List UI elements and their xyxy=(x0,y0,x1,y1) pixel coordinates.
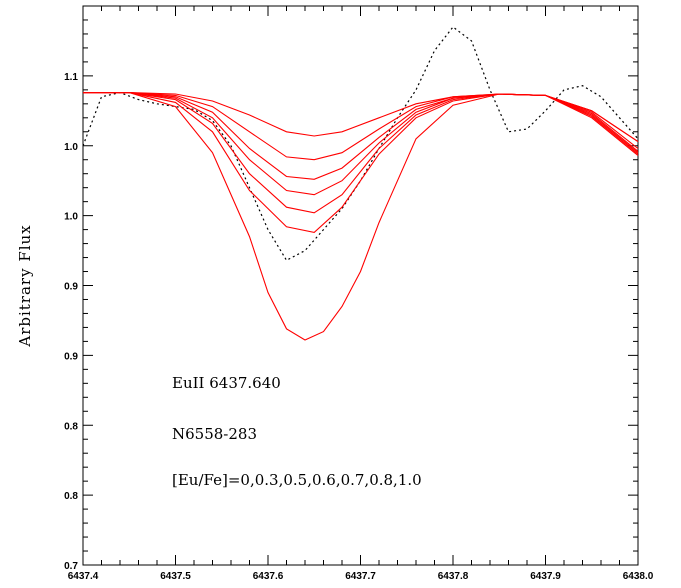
x-tick-label: 6437.8 xyxy=(438,571,469,582)
y-tick-label: 1.0 xyxy=(64,212,78,223)
observed-spectrum-line xyxy=(82,26,639,262)
x-tick-label: 6437.4 xyxy=(68,571,99,582)
synthetic-spectrum-line xyxy=(83,92,639,196)
y-tick-label: 1.0 xyxy=(64,142,78,153)
x-tick-label: 6437.5 xyxy=(160,571,191,582)
annotation-line-name: EuII 6437.640 xyxy=(172,374,281,392)
synthetic-spectrum-line xyxy=(83,92,639,161)
y-axis-label: Arbitrary Flux xyxy=(16,224,34,347)
y-tick-label: 0.7 xyxy=(64,561,78,572)
annotation-abundances: [Eu/Fe]=0,0.3,0.5,0.6,0.7,0.8,1.0 xyxy=(172,471,422,489)
y-tick-label: 0.9 xyxy=(64,282,78,293)
x-tick-label: 6437.7 xyxy=(345,571,376,582)
x-tick-labels: 6437.4 6437.5 6437.6 6437.7 6437.8 6437.9 6438… xyxy=(68,571,654,582)
minor-ticks xyxy=(83,6,638,565)
y-tick-labels: 0.7 0.8 0.8 0.9 0.9 1.0 1.0 1.1 xyxy=(64,72,78,572)
major-ticks xyxy=(82,5,639,566)
annotation-star-id: N6558-283 xyxy=(172,425,257,443)
y-tick-label: 0.9 xyxy=(64,351,78,362)
y-tick-label: 1.1 xyxy=(64,72,78,83)
x-tick-label: 6437.6 xyxy=(253,571,284,582)
synthetic-spectrum-line xyxy=(83,92,639,180)
y-tick-label: 0.8 xyxy=(64,421,78,432)
y-tick-label: 0.8 xyxy=(64,491,78,502)
x-tick-label: 6438.0 xyxy=(623,571,654,582)
series-group xyxy=(82,26,639,341)
x-tick-label: 6437.9 xyxy=(530,571,561,582)
synthetic-spectrum-line xyxy=(83,92,639,341)
